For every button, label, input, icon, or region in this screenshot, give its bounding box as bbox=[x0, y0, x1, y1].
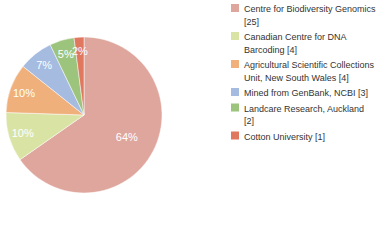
legend-label: Canadian Centre for DNABarcoding [4] bbox=[244, 32, 347, 55]
data-label: 7% bbox=[36, 59, 52, 71]
legend-label: Centre for Biodiversity Genomics[25] bbox=[244, 4, 376, 27]
legend-swatch bbox=[231, 32, 239, 40]
legend-label: Landcare Research, Auckland[2] bbox=[244, 104, 364, 127]
legend: Centre for Biodiversity Genomics[25] Cana… bbox=[231, 4, 376, 142]
data-label: 64% bbox=[116, 131, 138, 143]
legend-entry: Landcare Research, Auckland[2] bbox=[231, 104, 364, 127]
legend-label: Cotton University [1] bbox=[244, 132, 325, 142]
data-label: 2% bbox=[72, 45, 88, 57]
legend-entry: Centre for Biodiversity Genomics[25] bbox=[231, 4, 376, 27]
data-label: 10% bbox=[13, 87, 35, 99]
legend-swatch bbox=[231, 60, 239, 68]
legend-entry: Mined from GenBank, NCBI [3] bbox=[231, 88, 368, 98]
pie bbox=[6, 37, 162, 193]
pie-slice bbox=[6, 112, 84, 159]
chart: 64%10%10%7%5%2%Centre for Biodiversity G… bbox=[0, 0, 380, 240]
legend-entry: Cotton University [1] bbox=[231, 132, 325, 142]
data-labels: 64%10%10%7%5%2% bbox=[12, 45, 138, 143]
data-label: 10% bbox=[12, 127, 34, 139]
legend-label: Agricultural Scientific CollectionsUnit,… bbox=[244, 60, 375, 83]
legend-entry: Canadian Centre for DNABarcoding [4] bbox=[231, 32, 347, 55]
legend-label: Mined from GenBank, NCBI [3] bbox=[244, 88, 368, 98]
legend-entry: Agricultural Scientific CollectionsUnit,… bbox=[231, 60, 375, 83]
legend-swatch bbox=[231, 132, 239, 140]
legend-swatch bbox=[231, 4, 239, 12]
legend-swatch bbox=[231, 104, 239, 112]
legend-swatch bbox=[231, 88, 239, 96]
